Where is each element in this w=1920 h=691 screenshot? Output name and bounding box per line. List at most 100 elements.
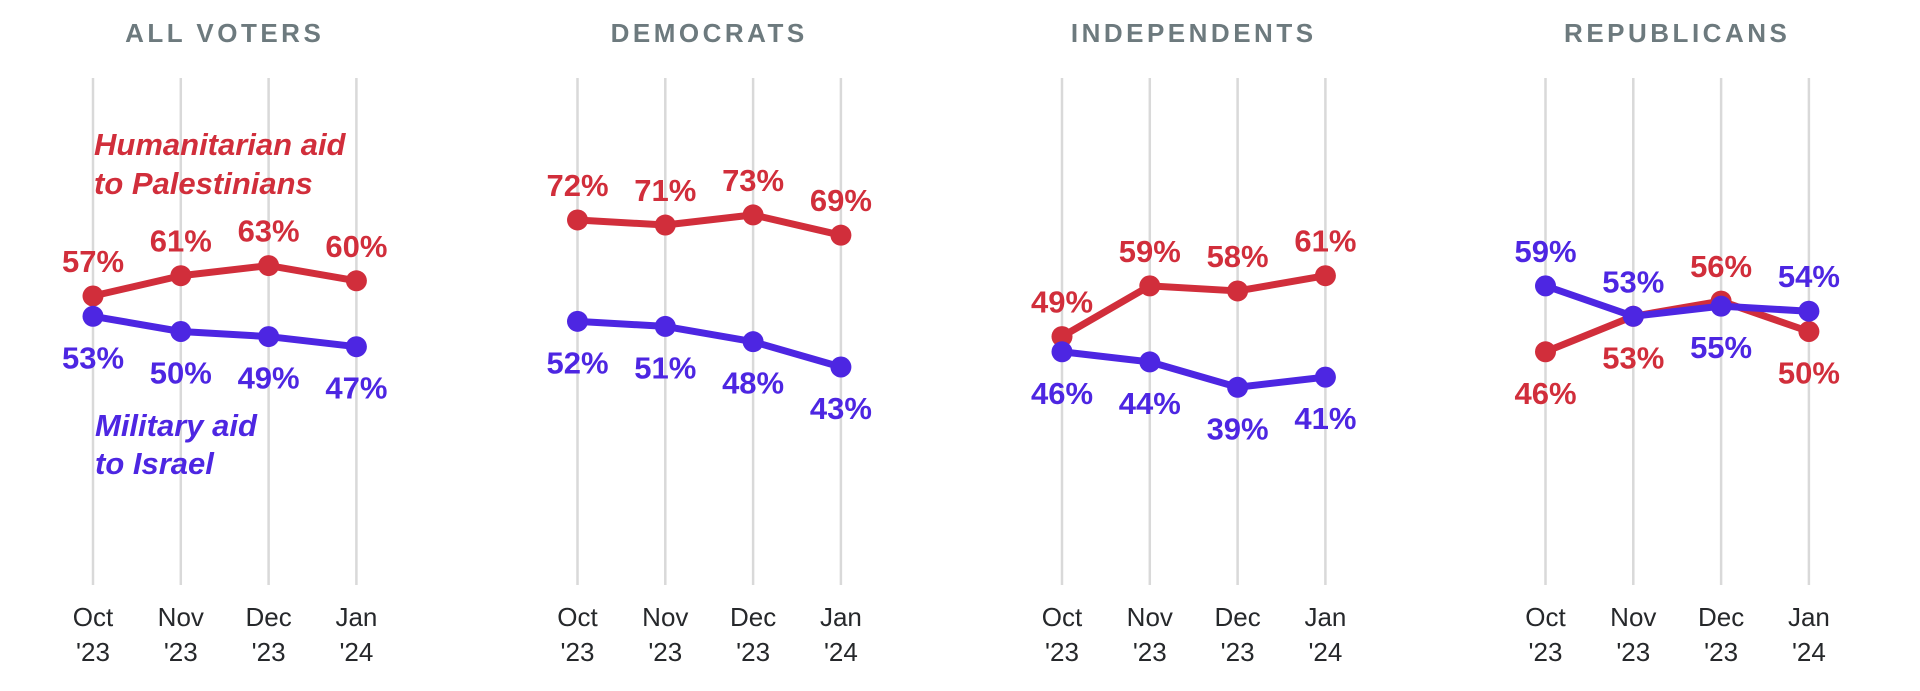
palestinians-line [1058, 272, 1329, 341]
palestinians-series-annotation: Humanitarian aid to Palestinians [94, 127, 347, 201]
israel-data-point [1139, 351, 1161, 373]
israel-value-label: 50% [150, 356, 212, 391]
x-axis-label: '24 [824, 637, 858, 667]
x-axis-label: Nov [1610, 602, 1656, 632]
israel-value-label: 43% [810, 391, 872, 426]
israel-data-point [82, 305, 104, 327]
israel-value-label: 41% [1294, 401, 1356, 436]
palestinians-data-point [1227, 280, 1249, 302]
palestinians-data-point [830, 224, 852, 246]
x-axis-label: '23 [1616, 637, 1650, 667]
x-axis-label: '23 [1133, 637, 1167, 667]
palestinians-value-label: 73% [722, 163, 784, 198]
israel-data-point [1535, 275, 1556, 297]
palestinians-data-point [1798, 321, 1820, 342]
palestinians-value-label: 59% [1119, 234, 1181, 269]
israel-data-point [830, 356, 852, 378]
panel-independents: INDEPENDENTS Oct '23 Nov '23 Dec '23 Jan '24 49% 5… [1031, 18, 1356, 667]
palestinians-data-point [1314, 265, 1336, 287]
israel-value-label: 53% [1602, 264, 1664, 299]
x-axis-label: Dec [1698, 602, 1744, 632]
panel-title: INDEPENDENTS [1071, 18, 1317, 48]
israel-data-point [1622, 305, 1644, 327]
israel-data-point [1051, 341, 1073, 363]
x-axis-label: '23 [736, 637, 770, 667]
israel-value-label: 54% [1778, 259, 1840, 294]
palestinians-data-point [1139, 275, 1161, 297]
israel-line [1058, 348, 1329, 391]
x-axis-label: '23 [76, 637, 110, 667]
israel-value-label: 48% [722, 366, 784, 401]
israel-value-label: 39% [1207, 411, 1269, 446]
palestinians-value-label: 50% [1778, 356, 1840, 391]
palestinians-line [574, 211, 845, 239]
annotation-line: Humanitarian aid [94, 127, 347, 162]
israel-data-point [170, 321, 192, 342]
israel-value-label: 52% [546, 345, 608, 380]
x-axis-label: '23 [252, 637, 286, 667]
israel-line [574, 317, 845, 371]
x-axis-label: Oct [73, 602, 114, 632]
panel-title: ALL VOTERS [125, 18, 324, 48]
israel-data-point [258, 326, 280, 348]
palestinians-data-point [654, 214, 676, 236]
x-axis-label: '24 [1308, 637, 1342, 667]
israel-data-point [567, 310, 588, 332]
israel-data-point [742, 331, 764, 353]
israel-data-point [345, 336, 367, 358]
israel-value-label: 55% [1690, 330, 1752, 365]
palestinians-value-label: 49% [1031, 285, 1093, 320]
panel-republicans: REPUBLICANS Oct '23 Nov '23 Dec '23 Jan '24 46% 53… [1514, 18, 1839, 667]
x-axis-label: Dec [245, 602, 291, 632]
panel-democrats: DEMOCRATS Oct '23 Nov '23 Dec '23 Jan '24 72% 71% 7… [546, 18, 871, 667]
x-axis-label: '24 [339, 637, 373, 667]
israel-value-label: 51% [634, 350, 696, 385]
x-axis-label: Dec [730, 602, 776, 632]
x-axis-label: '23 [1529, 637, 1563, 667]
israel-value-label: 53% [62, 340, 124, 375]
x-axis-label: '23 [648, 637, 682, 667]
palestinians-data-point [82, 285, 104, 307]
panel-title: DEMOCRATS [611, 18, 808, 48]
palestinians-value-label: 61% [150, 224, 212, 259]
annotation-line: to Palestinians [94, 166, 313, 201]
palestinians-data-point [170, 265, 192, 287]
israel-line [89, 312, 360, 351]
palestinians-value-label: 72% [546, 168, 608, 203]
x-axis-label: Jan [1304, 602, 1346, 632]
x-axis-label: Jan [820, 602, 862, 632]
x-axis-label: Nov [158, 602, 204, 632]
panel-all-voters: ALL VOTERS Oct '23 Nov '23 Dec '23 Jan '24 57% 61%… [62, 18, 387, 667]
x-axis-label: Nov [1127, 602, 1173, 632]
palestinians-value-label: 61% [1294, 224, 1356, 259]
x-axis-label: '23 [164, 637, 198, 667]
palestinians-value-label: 71% [634, 173, 696, 208]
x-axis-label: '23 [1221, 637, 1255, 667]
israel-line [1542, 282, 1813, 320]
israel-data-point [1798, 300, 1820, 322]
palestinians-value-label: 63% [238, 214, 300, 249]
palestinians-value-label: 56% [1690, 249, 1752, 284]
x-axis-label: '24 [1792, 637, 1826, 667]
x-axis-label: '23 [1704, 637, 1738, 667]
palestinians-value-label: 60% [325, 229, 387, 264]
x-axis-label: Nov [642, 602, 688, 632]
israel-value-label: 49% [238, 361, 300, 396]
palestinians-line [89, 262, 360, 300]
palestinians-value-label: 57% [62, 244, 124, 279]
palestinians-data-point [742, 204, 764, 226]
israel-value-label: 59% [1514, 234, 1576, 269]
israel-value-label: 46% [1031, 376, 1093, 411]
palestinians-data-point [1535, 341, 1556, 363]
israel-data-point [1227, 376, 1249, 398]
x-axis-label: '23 [561, 637, 595, 667]
palestinians-data-point [345, 270, 367, 292]
israel-value-label: 47% [325, 371, 387, 406]
x-axis-label: Oct [557, 602, 598, 632]
israel-data-point [654, 315, 676, 337]
annotation-line: Military aid [95, 408, 258, 443]
israel-data-point [1314, 366, 1336, 388]
palestinians-value-label: 58% [1207, 239, 1269, 274]
